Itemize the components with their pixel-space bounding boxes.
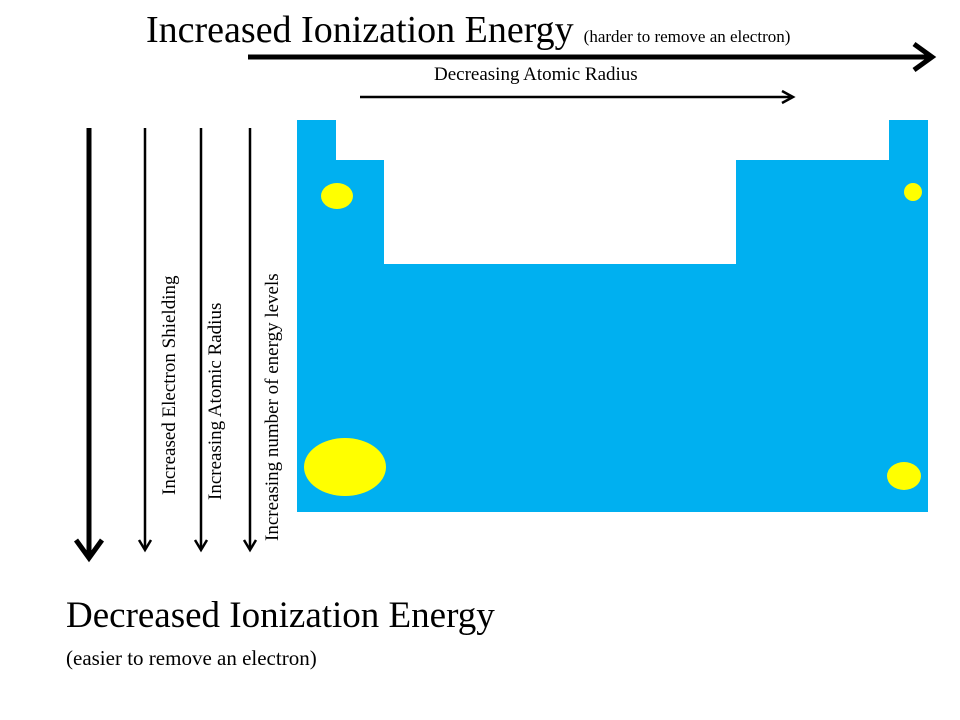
shielding-arrow: [137, 128, 153, 553]
radius-increase-arrow: [193, 128, 209, 553]
top-radius-label: Decreasing Atomic Radius: [434, 64, 638, 85]
energy-levels-label: Increasing number of energy levels: [262, 273, 283, 541]
atom-medium-bottom-right: [887, 462, 921, 490]
atom-tiny-top-right: [904, 183, 922, 201]
top-title: Increased Ionization Energy (harder to re…: [146, 8, 790, 52]
energy-levels-arrow: [242, 128, 258, 553]
ionization-decrease-arrow: [73, 128, 105, 563]
top-title-note: (harder to remove an electron): [583, 27, 791, 46]
periodic-table-shape: [297, 120, 928, 512]
ionization-increase-arrow: [248, 41, 937, 73]
atom-small-top-left: [321, 183, 353, 209]
bottom-title: Decreased Ionization Energy: [66, 595, 495, 636]
radius-increase-label: Increasing Atomic Radius: [205, 302, 226, 500]
shielding-label: Increased Electron Shielding: [159, 275, 180, 495]
top-title-text: Increased Ionization Energy: [146, 9, 574, 51]
bottom-note: (easier to remove an electron): [66, 646, 317, 670]
radius-decrease-arrow: [360, 89, 796, 105]
atom-large-bottom-left: [304, 438, 386, 496]
